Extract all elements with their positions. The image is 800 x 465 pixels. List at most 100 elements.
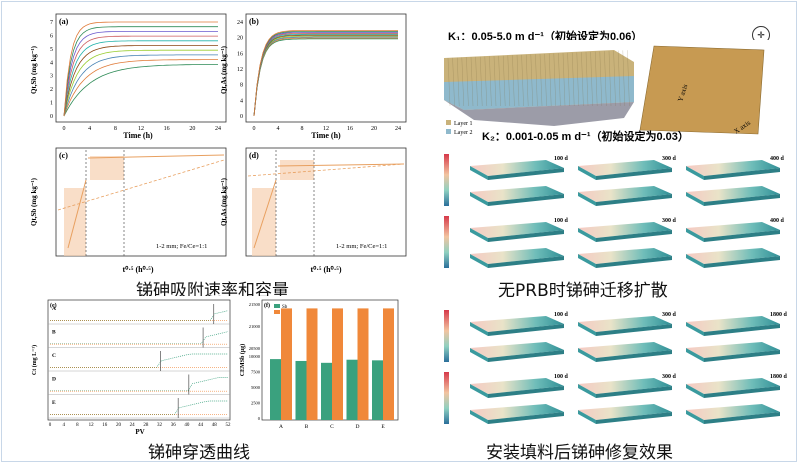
slab-front xyxy=(596,350,672,362)
grid-line xyxy=(576,52,579,107)
y-tick-label: 20 xyxy=(237,36,243,42)
grid-line xyxy=(572,52,575,107)
caption-remediation: 安装填料后锑砷修复效果 xyxy=(486,443,673,463)
slab-front xyxy=(596,230,672,242)
slab-front xyxy=(488,256,564,268)
bar-y-tick: 0 xyxy=(258,416,261,421)
bar-y-tick: 21500 xyxy=(249,302,261,307)
slab-side xyxy=(578,348,596,362)
slab-front xyxy=(704,350,780,362)
grid-line xyxy=(581,52,584,107)
x-tick-label: 24 xyxy=(395,126,401,132)
bar-category: A xyxy=(279,424,283,430)
y-tick-label: 1 xyxy=(50,101,53,107)
remediation-maps: 100 d 300 d 1800 d 100 d 300 d 1800 d xyxy=(442,306,792,430)
x-tick-label: 0 xyxy=(63,126,66,132)
layer2-label: Layer 2 xyxy=(454,130,473,136)
grid-line xyxy=(516,54,520,107)
plot-c-legend: 1-2 mm; Fe/Ce=1:1 xyxy=(156,243,207,250)
grid-line xyxy=(512,55,515,107)
contour-slab xyxy=(578,160,672,176)
y-tick-label: 3 xyxy=(50,74,53,80)
kinetic-curve xyxy=(63,40,218,117)
bar-ylabel: CEMSb (μg) xyxy=(239,344,246,377)
bt-x-tick: 0 xyxy=(49,423,52,428)
bar-category: E xyxy=(381,424,385,430)
time-label: 100 d xyxy=(554,218,569,224)
slab-front xyxy=(704,386,780,398)
bt-x-tick: 40 xyxy=(184,423,190,428)
contour-slab xyxy=(578,316,672,332)
grid-line xyxy=(480,56,483,107)
caption-breakthrough: 锑砷穿透曲线 xyxy=(148,443,250,463)
sb-curve xyxy=(50,377,228,392)
slab-side xyxy=(470,348,488,362)
slab-side xyxy=(578,322,596,336)
plot-d-ylabel: Qt,As (mg kg⁻¹) xyxy=(220,177,228,226)
grid-line xyxy=(535,54,538,107)
slab-side xyxy=(686,228,704,242)
k1-label-wrap: K₁：0.05-5.0 m d⁻¹（初始设定为0.06） xyxy=(432,6,798,43)
y-tick-label: 2 xyxy=(50,87,53,93)
plot-b-xlabel: Time (h) xyxy=(311,131,341,140)
kinetic-curve xyxy=(63,45,218,117)
contour-slab xyxy=(578,342,672,358)
kinetic-curve xyxy=(253,31,398,117)
x-tick-label: 4 xyxy=(88,126,91,132)
slab-front xyxy=(488,412,564,424)
grid-line xyxy=(498,55,501,107)
kinetic-curve xyxy=(253,31,398,117)
slab-side xyxy=(470,166,488,180)
bt-xlabel: PV xyxy=(135,428,144,436)
y-tick-label: 12 xyxy=(237,67,243,73)
slab-side xyxy=(686,192,704,206)
aquifer-model: Y axis X axis Layer 1 Layer 2 xyxy=(434,40,794,152)
grid-line xyxy=(484,56,487,107)
bt-x-tick: 32 xyxy=(157,423,163,428)
contour-slab xyxy=(470,342,564,358)
kinetic-curve xyxy=(63,54,218,117)
contour-slab xyxy=(686,160,780,176)
grid-line xyxy=(558,53,561,107)
sb-curve xyxy=(50,400,228,415)
grid-line xyxy=(590,51,593,107)
x-tick-label: 16 xyxy=(164,126,170,132)
plot-c: (c) 1-2 mm; Fe/Ce=1:1 t⁰·⁵ (h⁰·⁵) Qt,Sb … xyxy=(30,147,227,274)
y-tick-label: 6 xyxy=(50,33,53,39)
grid-line xyxy=(585,51,589,107)
plot-c-tag: (c) xyxy=(59,151,68,160)
slab-side xyxy=(578,228,596,242)
grid-line xyxy=(613,50,616,107)
time-label: 100 d xyxy=(554,312,569,318)
kinetic-curve xyxy=(253,35,398,117)
grid-line xyxy=(457,57,460,107)
slab-front xyxy=(596,324,672,336)
plot-d: (d) 1-2 mm; Fe/Ce=1:1 t⁰·⁵ (h⁰·⁵) Qt,As … xyxy=(220,147,407,274)
as-bar xyxy=(383,308,394,420)
plot-a-ylabel: Qt,Sb (mg kg⁻¹) xyxy=(30,45,38,94)
slab-front xyxy=(488,230,564,242)
contour-slab xyxy=(686,342,780,358)
slab-front xyxy=(704,194,780,206)
kinetic-curve xyxy=(63,31,218,117)
contour-slab xyxy=(470,160,564,176)
bt-x-tick: 44 xyxy=(198,423,204,428)
grid-line xyxy=(489,56,492,107)
bt-x-tick: 12 xyxy=(89,423,95,428)
x-tick-label: 8 xyxy=(301,126,304,132)
bt-x-tick: 20 xyxy=(116,423,122,428)
as-bar xyxy=(357,308,369,420)
row-label: B xyxy=(52,330,56,336)
bar-category: B xyxy=(305,424,309,430)
slab-side xyxy=(578,166,596,180)
plot-b: (b) Time (h) Qt,As (mg kg⁻¹) 0 4 8 12 16 20 24… xyxy=(220,13,407,140)
y-tick-label: 0 xyxy=(240,114,243,120)
plot-a-xlabel: Time (h) xyxy=(123,131,153,140)
plot-e-tag: (e) xyxy=(50,302,57,309)
sb-bar xyxy=(321,362,332,420)
time-label: 100 d xyxy=(554,374,569,380)
slab-side xyxy=(578,254,596,268)
contour-slab xyxy=(686,186,780,202)
sb-curve xyxy=(50,331,229,345)
